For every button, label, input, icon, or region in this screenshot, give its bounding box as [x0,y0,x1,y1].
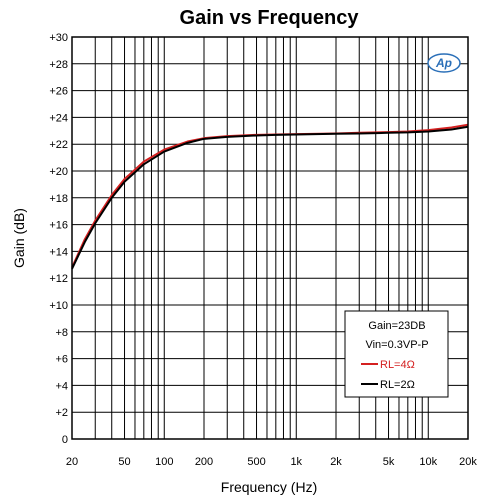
y-axis-label: Gain (dB) [11,208,27,268]
x-tick-label: 50 [118,456,130,468]
y-tick-label: +14 [49,246,68,258]
tick-labels: 20 50 100 200 500 1k 2k 5k 10k 20k 0 +2 +4 +6 +8 +10 +12… [49,32,477,468]
x-tick-label: 100 [155,456,173,468]
y-tick-label: +2 [55,407,68,419]
y-tick-label: +22 [49,139,68,151]
y-tick-label: +12 [49,273,68,285]
legend-box [344,310,449,398]
x-tick-label: 20 [66,456,78,468]
x-tick-label: 5k [383,456,395,468]
y-tick-label: +4 [55,380,68,392]
ap-logo: Ap [427,53,461,73]
series-lines [71,123,469,270]
x-tick-label: 10k [419,456,437,468]
y-tick-label: +24 [49,112,68,124]
x-tick-label: 200 [195,456,213,468]
y-tick-label: +6 [55,354,68,366]
y-tick-label: +20 [49,166,68,178]
legend-label-rl-2: RL=2Ω [380,379,415,391]
x-axis-label: Frequency (Hz) [221,479,317,495]
y-tick-label: +30 [49,32,68,44]
y-tick-label: +26 [49,86,68,98]
series-line-1 [71,125,469,270]
x-tick-label: 500 [247,456,265,468]
y-tick-label: +28 [49,59,68,71]
y-tick-label: 0 [62,434,68,446]
ap-logo-text: Ap [435,56,452,70]
x-tick-label: 1k [290,456,302,468]
chart-title: Gain vs Frequency [180,7,360,29]
y-tick-label: +8 [55,327,68,339]
y-tick-label: +18 [49,193,68,205]
x-tick-label: 2k [330,456,342,468]
x-tick-label: 20k [459,456,477,468]
legend-annotation-vin: Vin=0.3VP-P [365,339,428,351]
legend-annotation-gain: Gain=23DB [368,320,425,332]
y-tick-label: +16 [49,220,68,232]
legend: Gain=23DB Vin=0.3VP-P RL=4Ω RL=2Ω [344,310,449,398]
series-line-0 [71,123,469,268]
plot-frame [71,36,469,440]
ap-logo-ring [427,53,461,73]
legend-label-rl-4: RL=4Ω [380,359,415,371]
y-tick-label: +10 [49,300,68,312]
